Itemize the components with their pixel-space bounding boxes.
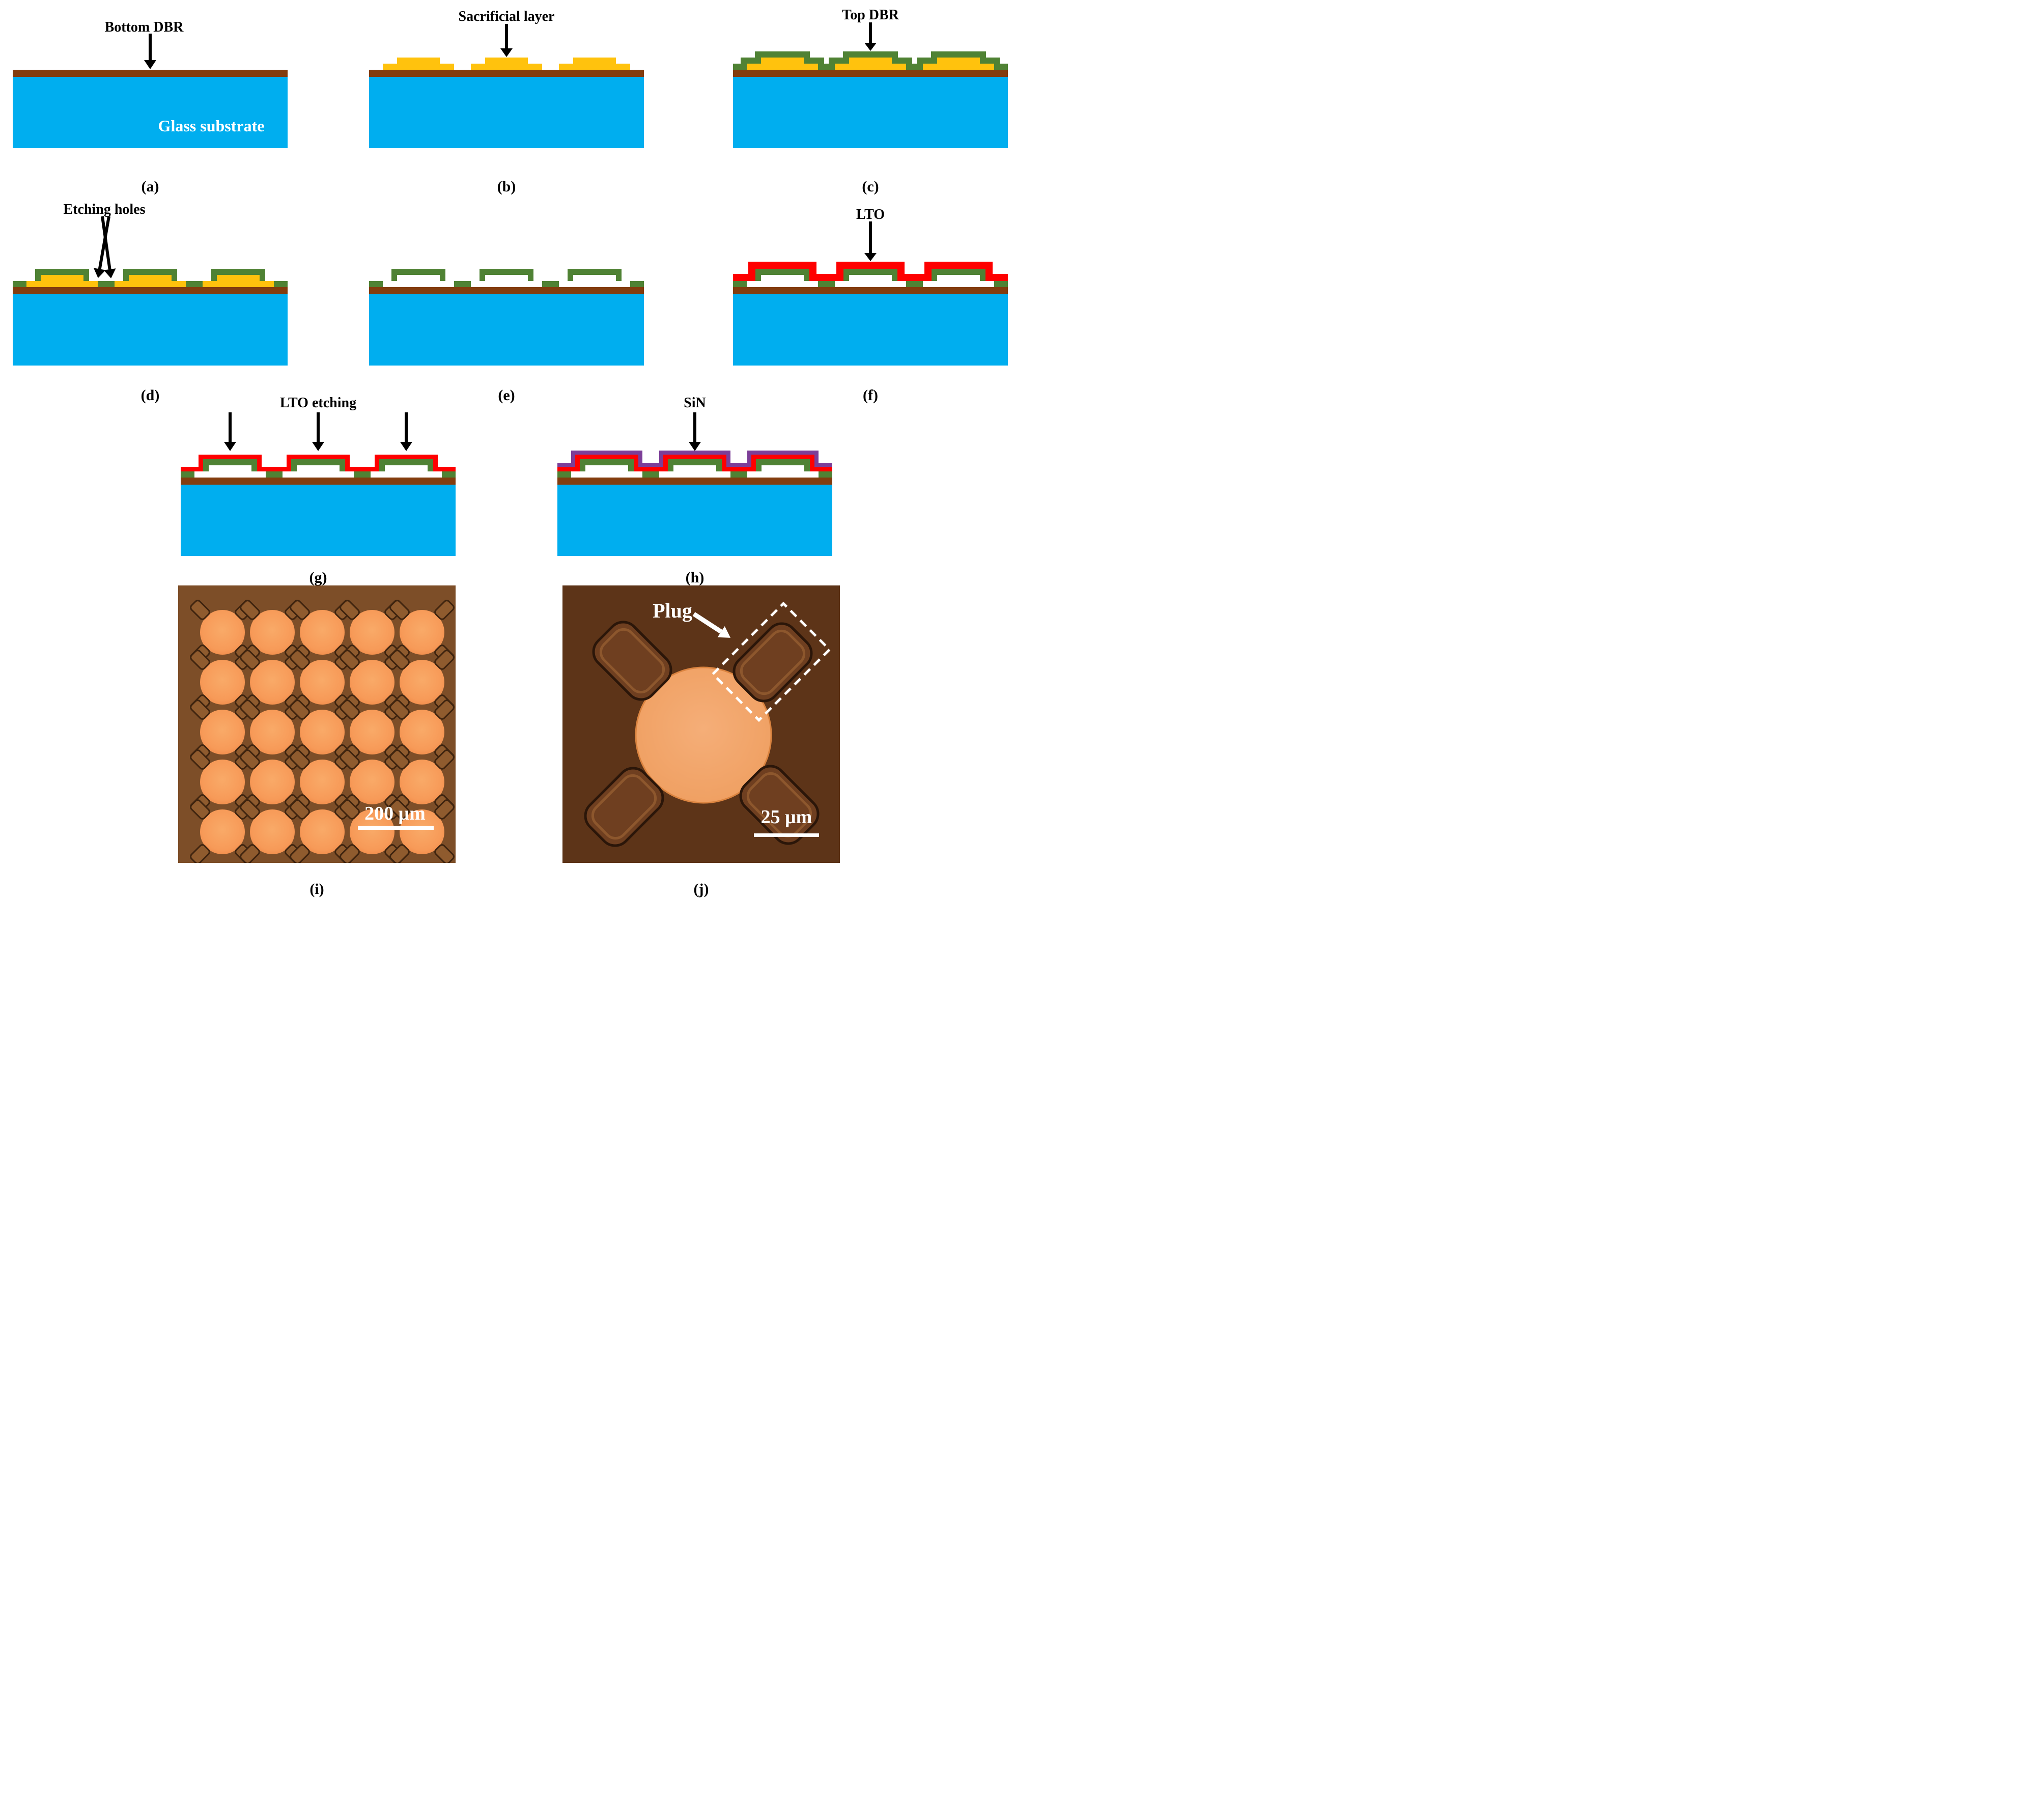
label-plug: Plug <box>653 599 692 622</box>
figure: Bottom DBR Glass substrate (a) Sacrifici… <box>0 0 1015 910</box>
plug <box>732 622 813 703</box>
caption-i: (i) <box>309 881 324 898</box>
bottom-dbr-layer <box>733 70 1008 77</box>
glass-substrate <box>13 77 288 148</box>
bottom-dbr-layer <box>369 70 644 77</box>
panel-j-micrograph-closeup: Plug 25 μm <box>562 585 840 863</box>
caption-j: (j) <box>693 881 709 898</box>
glass-substrate <box>369 294 644 366</box>
white-arrow-icon <box>692 612 731 638</box>
label-sacrificial-layer: Sacrificial layer <box>459 9 555 24</box>
caption-f: (f) <box>863 387 878 404</box>
label-lto-etching: LTO etching <box>280 395 356 411</box>
down-arrow-icon <box>312 412 324 451</box>
bottom-dbr-layer <box>13 70 288 77</box>
down-arrow-icon <box>144 34 156 69</box>
membrane-circle <box>635 666 772 804</box>
bottom-dbr-layer <box>557 478 832 485</box>
panel-c: Top DBR <box>733 7 1008 148</box>
lto-layer-thinned <box>181 455 456 471</box>
panel-h: SiN <box>557 395 832 556</box>
panel-e <box>369 269 644 366</box>
scale-bar: 200 μm <box>358 803 434 830</box>
glass-substrate <box>733 294 1008 366</box>
sacrificial-mesas <box>747 58 994 70</box>
glass-substrate-label: Glass substrate <box>158 117 265 135</box>
released-top-dbr-bridges <box>557 459 832 478</box>
scale-bar: 25 μm <box>754 806 819 837</box>
glass-substrate <box>13 294 288 366</box>
down-arrow-icon <box>93 216 110 278</box>
bottom-dbr-layer <box>369 287 644 294</box>
plug <box>592 621 672 701</box>
down-arrow-icon <box>400 412 412 451</box>
plug <box>739 765 820 845</box>
panel-g: LTO etching <box>181 395 456 556</box>
scale-bar-label: 200 μm <box>364 803 426 824</box>
top-dbr-etched <box>13 269 288 287</box>
down-arrow-icon <box>689 412 701 451</box>
caption-a: (a) <box>141 178 159 195</box>
down-arrow-icon <box>500 24 513 57</box>
lto-layer-thinned <box>557 455 832 471</box>
panel-b: Sacrificial layer <box>369 9 644 148</box>
label-etching-holes: Etching holes <box>63 202 145 217</box>
released-top-dbr-bridges <box>369 269 644 287</box>
label-lto: LTO <box>856 207 885 222</box>
glass-substrate <box>369 77 644 148</box>
glass-substrate <box>557 485 832 556</box>
down-arrow-icon <box>101 216 116 278</box>
label-top-dbr: Top DBR <box>842 7 899 23</box>
panel-f: LTO <box>733 207 1008 366</box>
sacrificial-mesas <box>383 58 630 70</box>
caption-h: (h) <box>685 569 704 586</box>
released-top-dbr-bridges <box>733 269 1008 287</box>
label-bottom-dbr: Bottom DBR <box>105 19 184 35</box>
scale-bar-label: 25 μm <box>761 806 812 828</box>
label-sin: SiN <box>684 395 706 411</box>
lto-layer <box>733 262 1008 281</box>
bottom-dbr-layer <box>733 287 1008 294</box>
panel-a: Bottom DBR Glass substrate <box>13 19 288 148</box>
sacrificial-mesas <box>26 275 274 287</box>
caption-e: (e) <box>498 387 515 404</box>
caption-g: (g) <box>309 569 327 586</box>
released-top-dbr-bridges <box>181 459 456 478</box>
glass-substrate <box>733 77 1008 148</box>
bottom-dbr-layer <box>181 478 456 485</box>
plug <box>584 767 664 847</box>
down-arrow-icon <box>864 22 877 51</box>
bottom-dbr-layer <box>13 287 288 294</box>
panel-i-micrograph-array: 200 μm <box>178 585 456 863</box>
glass-substrate <box>181 485 456 556</box>
caption-b: (b) <box>497 178 516 195</box>
panel-d: Etching holes <box>13 202 288 366</box>
caption-c: (c) <box>862 178 879 195</box>
down-arrow-icon <box>864 221 877 261</box>
down-arrow-icon <box>224 412 236 451</box>
caption-d: (d) <box>140 387 160 404</box>
